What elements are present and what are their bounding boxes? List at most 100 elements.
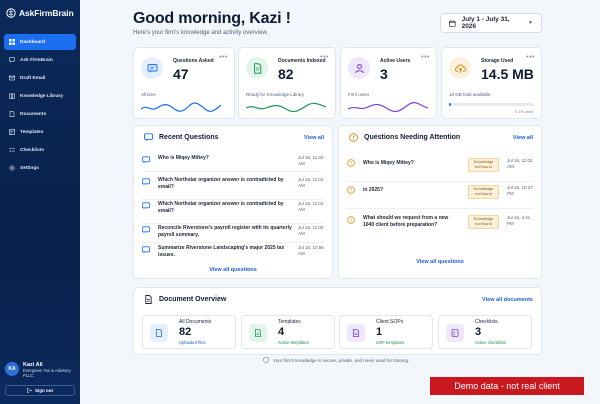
sidebar: AskFirmBrain Dashboard Ask FirmBrain Dra… [0,0,80,404]
cloud-upload-icon [449,57,471,79]
sidebar-item-label: Templates [20,129,44,135]
sidebar-item-documents[interactable]: Documents [4,106,76,122]
chat-icon [142,246,150,254]
more-icon[interactable]: ••• [320,54,329,61]
chevron-down-icon: ▼ [528,20,533,26]
sidebar-item-label: Knowledge Library [20,93,64,99]
template-icon [9,129,15,135]
doc-card-sub: Active templates [278,340,309,345]
page-subtitle: Here's your firm's knowledge and activit… [133,30,269,36]
question-text: Who is Miqey Mittey? [363,160,414,166]
doc-card-checklists[interactable]: Checklists 3 Active checklists [438,315,532,349]
document-icon [145,295,152,304]
date-range-picker[interactable]: July 1 - July 31, 2026 ▼ [440,13,542,33]
chat-icon [141,57,163,79]
doc-card-label: Client SOPs [376,319,404,325]
security-note: Your firm's knowledge is secure, private… [263,357,409,363]
brand[interactable]: AskFirmBrain [6,8,74,18]
alert-icon [347,186,355,194]
chat-icon [142,202,150,210]
doc-card-label: Checklists [475,319,498,325]
recent-questions-panel: Recent Questions View all Who is Miqey M… [133,125,333,279]
demo-banner: Demo data - not real client [430,377,584,395]
view-all-documents-link[interactable]: View all documents [482,297,533,303]
status-badge: Knowledge not found [468,185,499,199]
doc-card-templates[interactable]: Templates 4 Active templates [241,315,335,349]
alert-icon [347,216,355,224]
checklist-icon [9,147,15,153]
sidebar-item-label: Settings [20,165,39,171]
list-item[interactable]: Who is Miqey Mittey? Knowledge not found… [347,158,533,182]
sidebar-item-checklists[interactable]: Checklists [4,142,76,158]
stat-value: 14.5 MB [481,66,534,82]
stat-card-users[interactable]: Active Users 3 ••• Firm users [340,47,437,119]
question-text: Who is Miqey Mittey? [158,155,209,161]
stat-value: 3 [380,66,388,82]
more-icon[interactable]: ••• [421,54,430,61]
sidebar-item-label: Checklists [20,147,44,153]
doc-card-sub: Uploaded files [179,340,206,345]
sidebar-item-dashboard[interactable]: Dashboard [4,34,76,50]
sidebar-item-knowledge-library[interactable]: Knowledge Library [4,88,76,104]
sidebar-item-ask-firmbrain[interactable]: Ask FirmBrain [4,52,76,68]
view-all-questions-link[interactable]: View all questions [209,267,257,273]
stat-card-questions[interactable]: Questions Asked 47 ••• All time [133,47,235,119]
doc-card-label: Templates [278,319,301,325]
more-icon[interactable]: ••• [219,54,228,61]
doc-card-client-sops[interactable]: Client SOPs 1 SOP templates [339,315,433,349]
document-overview-title: Document Overview [159,296,227,303]
question-date: Jul 15, 4:41 PM [507,215,531,226]
stat-label: Questions Asked [173,58,214,64]
stat-value: 47 [173,66,189,82]
list-item[interactable]: Which Northstar organizer answer is cont… [142,177,324,200]
security-note-text: Your firm's knowledge is secure, private… [273,357,410,363]
doc-card-all-documents[interactable]: All Documents 82 Uploaded files [142,315,236,349]
stat-card-documents[interactable]: Documents Indexed 82 ••• Ready for Knowl… [238,47,336,119]
sign-out-button[interactable]: Sign out [5,385,75,396]
document-icon [9,111,15,117]
stat-card-storage[interactable]: Storage Used 14.5 MB ••• 10 GB total ava… [441,47,542,119]
stat-caption: Ready for Knowledge Library [246,92,305,97]
sidebar-item-draft-email[interactable]: Draft Email [4,70,76,86]
view-all-attention-link[interactable]: View all questions [416,259,464,265]
more-icon[interactable]: ••• [526,54,535,61]
chat-icon [142,178,150,186]
brand-name: AskFirmBrain [19,8,74,18]
sidebar-item-label: Dashboard [20,39,46,45]
doc-card-label: All Documents [179,319,212,325]
list-item[interactable]: What should we request from a new 1040 c… [347,215,533,239]
recent-view-all-link[interactable]: View all [303,135,324,141]
chat-icon [9,57,15,63]
user-profile[interactable]: KA Kazi Ali Evergreen Tax & Advisory PLL… [5,362,73,378]
stat-caption: Firm users [348,92,370,97]
checklist-icon [446,324,464,342]
chat-icon [144,133,153,142]
list-item[interactable]: Reconcile Riverstone's payroll register … [142,225,324,243]
question-date: Jul 16, 11:01 AM [298,201,324,212]
user-firm: Evergreen Tax & Advisory PLLC [23,368,71,378]
storage-progress-bar [449,103,534,106]
question-date: Jul 16, 11:02 AM [507,158,533,169]
question-text: Which Northstar organizer answer is cont… [158,177,284,190]
panel-title: Questions Needing Attention [349,133,460,142]
stat-label: Active Users [380,58,411,64]
sop-icon [347,324,365,342]
list-item[interactable]: Who is Miqey Mittey? Jul 16, 11:02 AM [142,155,324,172]
sidebar-item-settings[interactable]: Settings [4,160,76,176]
attention-title: Questions Needing Attention [364,134,461,141]
panel-title: Document Overview [144,295,226,304]
stat-caption: 10 GB total available [449,92,491,97]
stat-label: Documents Indexed [278,58,326,64]
doc-card-value: 1 [376,326,383,338]
logout-icon [27,388,32,393]
list-item[interactable]: Summarize Riverstone Landscaping's major… [142,245,324,263]
question-date: Jul 16, 10:56 AM [298,245,324,256]
list-item[interactable]: in 2025? Knowledge not found Jul 15, 10:… [347,185,533,209]
attention-view-all-link[interactable]: View all [512,135,533,141]
question-text: Which Northstar organizer answer is cont… [158,201,284,214]
storage-progress-fill [449,103,451,106]
shield-icon [263,357,269,363]
sparkline [141,102,221,112]
sidebar-item-templates[interactable]: Templates [4,124,76,140]
list-item[interactable]: Which Northstar organizer answer is cont… [142,201,324,224]
